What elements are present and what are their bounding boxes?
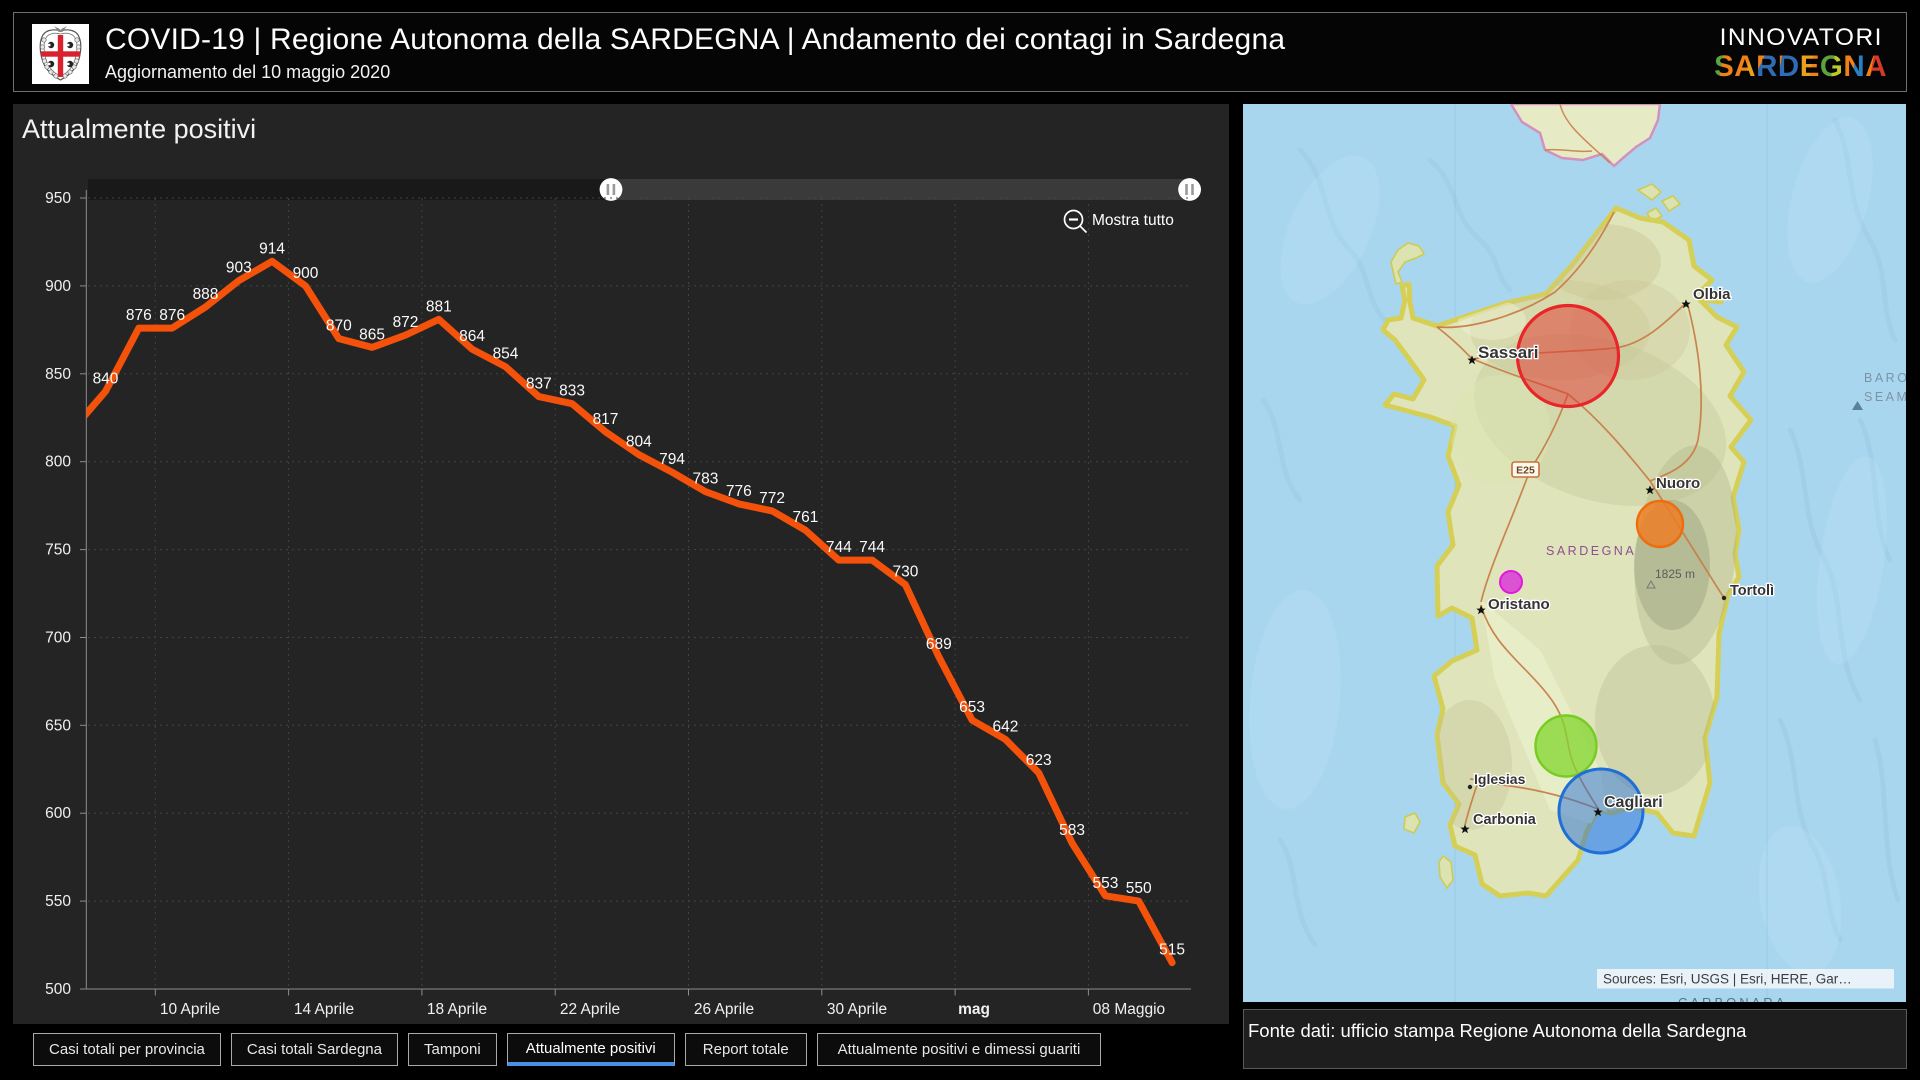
svg-text:Nuoro: Nuoro [1656, 475, 1700, 492]
svg-text:18 Aprile: 18 Aprile [427, 1001, 487, 1018]
svg-text:794: 794 [659, 451, 685, 468]
svg-text:833: 833 [559, 383, 585, 400]
svg-text:10 Aprile: 10 Aprile [160, 1001, 220, 1018]
svg-text:CARBONARA: CARBONARA [1678, 995, 1787, 1002]
svg-text:837: 837 [526, 376, 552, 393]
svg-text:864: 864 [459, 328, 485, 345]
svg-text:817: 817 [593, 411, 619, 428]
svg-text:950: 950 [45, 190, 71, 207]
svg-text:642: 642 [992, 718, 1018, 735]
svg-text:550: 550 [1126, 880, 1152, 897]
svg-text:914: 914 [259, 240, 285, 257]
svg-text:BARON: BARON [1864, 371, 1906, 385]
svg-text:840: 840 [93, 370, 119, 387]
svg-text:Olbia: Olbia [1693, 286, 1731, 303]
svg-text:872: 872 [393, 314, 419, 331]
svg-text:903: 903 [226, 260, 252, 277]
svg-text:Carbonia: Carbonia [1473, 812, 1537, 828]
svg-text:550: 550 [45, 893, 71, 910]
svg-text:689: 689 [926, 636, 952, 653]
svg-text:14 Aprile: 14 Aprile [294, 1001, 354, 1018]
svg-text:653: 653 [959, 699, 985, 716]
svg-text:600: 600 [45, 805, 71, 822]
svg-text:Sassari: Sassari [1478, 343, 1539, 362]
svg-text:650: 650 [45, 717, 71, 734]
svg-text:583: 583 [1059, 822, 1085, 839]
svg-text:515: 515 [1159, 942, 1185, 959]
svg-text:22 Aprile: 22 Aprile [560, 1001, 620, 1018]
svg-text:761: 761 [792, 509, 818, 526]
svg-text:1825 m: 1825 m [1655, 567, 1695, 581]
svg-text:Oristano: Oristano [1488, 596, 1550, 613]
svg-text:730: 730 [892, 564, 918, 581]
svg-text:900: 900 [45, 278, 71, 295]
svg-text:854: 854 [493, 346, 519, 363]
svg-text:888: 888 [193, 286, 219, 303]
svg-text:870: 870 [326, 318, 352, 335]
svg-text:SARDEGNA: SARDEGNA [1546, 544, 1636, 558]
svg-text:Cagliari: Cagliari [1604, 794, 1663, 811]
svg-text:mag: mag [958, 1001, 990, 1018]
svg-text:Sources: Esri, USGS | Esri, HE: Sources: Esri, USGS | Esri, HERE, Gar… [1603, 972, 1852, 987]
svg-text:800: 800 [45, 454, 71, 471]
svg-text:900: 900 [293, 265, 319, 282]
svg-text:865: 865 [359, 326, 385, 343]
svg-text:850: 850 [45, 366, 71, 383]
svg-text:881: 881 [426, 298, 452, 315]
svg-text:744: 744 [859, 539, 885, 556]
svg-text:Iglesias: Iglesias [1474, 771, 1526, 787]
svg-text:776: 776 [726, 483, 752, 500]
svg-text:SEAMO: SEAMO [1864, 390, 1906, 404]
svg-text:750: 750 [45, 542, 71, 559]
svg-text:876: 876 [159, 307, 185, 324]
svg-text:E25: E25 [1516, 465, 1535, 477]
svg-text:700: 700 [45, 630, 71, 647]
svg-text:Tortolì: Tortolì [1730, 583, 1774, 599]
svg-text:26 Aprile: 26 Aprile [694, 1001, 754, 1018]
svg-text:772: 772 [759, 490, 785, 507]
svg-text:744: 744 [826, 539, 852, 556]
svg-text:30 Aprile: 30 Aprile [827, 1001, 887, 1018]
svg-text:Mostra tutto: Mostra tutto [1092, 212, 1174, 229]
svg-text:623: 623 [1026, 752, 1052, 769]
svg-text:783: 783 [692, 471, 718, 488]
svg-text:876: 876 [126, 307, 152, 324]
svg-text:553: 553 [1092, 875, 1118, 892]
svg-text:804: 804 [626, 434, 652, 451]
svg-text:08 Maggio: 08 Maggio [1093, 1001, 1165, 1018]
svg-text:500: 500 [45, 981, 71, 998]
